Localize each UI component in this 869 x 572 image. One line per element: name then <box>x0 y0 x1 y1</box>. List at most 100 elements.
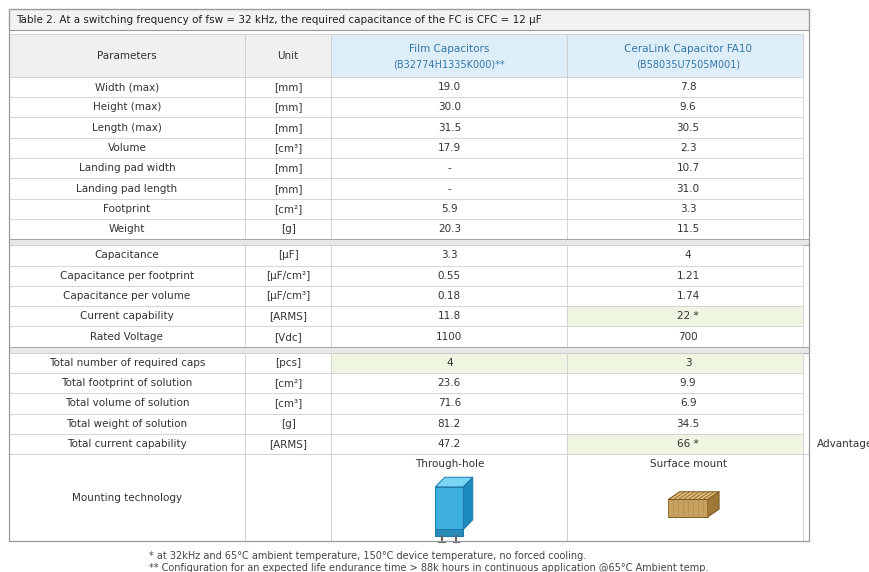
Text: Through-hole: Through-hole <box>415 459 483 469</box>
Text: 6.9: 6.9 <box>679 399 696 408</box>
Bar <box>567 393 802 414</box>
Text: Landing pad width: Landing pad width <box>78 163 175 173</box>
Text: Landing pad length: Landing pad length <box>76 184 177 193</box>
Text: 2.3: 2.3 <box>679 143 696 153</box>
Text: [μF/cm²]: [μF/cm²] <box>266 271 310 281</box>
Bar <box>567 138 802 158</box>
Text: 20.3: 20.3 <box>437 224 461 235</box>
Text: Total volume of solution: Total volume of solution <box>64 399 189 408</box>
Text: 700: 700 <box>678 332 697 341</box>
Text: (B32774H1335K000)**: (B32774H1335K000)** <box>393 59 505 69</box>
Bar <box>245 414 331 434</box>
Bar <box>331 352 567 373</box>
Bar <box>567 178 802 199</box>
Bar <box>331 306 567 327</box>
Text: 30.5: 30.5 <box>676 122 699 133</box>
Bar <box>245 286 331 306</box>
Bar <box>331 393 567 414</box>
Bar <box>567 199 802 219</box>
Text: [cm³]: [cm³] <box>274 399 302 408</box>
Text: 3.3: 3.3 <box>441 251 457 260</box>
Text: [cm²]: [cm²] <box>274 378 302 388</box>
Bar <box>245 199 331 219</box>
Bar <box>331 434 567 454</box>
Text: [pcs]: [pcs] <box>275 358 301 368</box>
Text: Parameters: Parameters <box>97 50 156 61</box>
Bar <box>567 97 802 117</box>
Text: 3.3: 3.3 <box>679 204 696 214</box>
Polygon shape <box>434 487 463 530</box>
Text: 0.18: 0.18 <box>437 291 461 301</box>
Text: -: - <box>447 184 451 193</box>
Text: [mm]: [mm] <box>274 82 302 92</box>
Text: Unit: Unit <box>277 50 298 61</box>
Bar <box>9 414 245 434</box>
Text: [mm]: [mm] <box>274 184 302 193</box>
Bar <box>567 117 802 138</box>
Bar <box>331 219 567 240</box>
Text: 3: 3 <box>684 358 691 368</box>
Bar <box>245 327 331 347</box>
Bar <box>9 97 245 117</box>
Polygon shape <box>667 499 707 517</box>
Text: 4: 4 <box>446 358 452 368</box>
Text: 10.7: 10.7 <box>676 163 699 173</box>
Bar <box>9 373 245 393</box>
Text: 31.5: 31.5 <box>437 122 461 133</box>
Text: 66 *: 66 * <box>677 439 698 449</box>
Bar <box>567 158 802 178</box>
Bar <box>9 9 808 30</box>
Bar <box>331 454 567 541</box>
Polygon shape <box>434 477 472 487</box>
Text: 30.0: 30.0 <box>437 102 461 112</box>
Bar <box>245 219 331 240</box>
Bar <box>245 34 331 77</box>
Bar <box>331 77 567 97</box>
Bar <box>9 347 808 352</box>
Bar <box>567 245 802 265</box>
Bar <box>567 434 802 454</box>
Bar <box>567 414 802 434</box>
Bar <box>245 245 331 265</box>
Text: Capacitance: Capacitance <box>95 251 159 260</box>
Text: Surface mount: Surface mount <box>649 459 726 469</box>
Text: [g]: [g] <box>281 419 295 429</box>
Bar <box>9 286 245 306</box>
Bar <box>331 245 567 265</box>
Bar <box>9 34 245 77</box>
Text: Capacitance per footprint: Capacitance per footprint <box>60 271 194 281</box>
Bar <box>245 97 331 117</box>
Text: 71.6: 71.6 <box>437 399 461 408</box>
Bar <box>567 286 802 306</box>
Polygon shape <box>667 492 719 499</box>
Bar <box>9 240 808 245</box>
Text: Film Capacitors: Film Capacitors <box>408 44 489 54</box>
Text: * at 32kHz and 65°C ambient temperature, 150°C device temperature, no forced coo: * at 32kHz and 65°C ambient temperature,… <box>149 551 586 561</box>
Text: 31.0: 31.0 <box>676 184 699 193</box>
Text: Advantage: Advantage <box>817 439 869 449</box>
Bar <box>567 327 802 347</box>
Text: Height (max): Height (max) <box>93 102 161 112</box>
Text: 11.8: 11.8 <box>437 311 461 321</box>
Polygon shape <box>463 477 472 530</box>
Text: 1.21: 1.21 <box>676 271 699 281</box>
Text: 4: 4 <box>684 251 691 260</box>
Text: 9.9: 9.9 <box>679 378 696 388</box>
Bar <box>245 158 331 178</box>
Text: [Vdc]: [Vdc] <box>274 332 302 341</box>
Text: Volume: Volume <box>108 143 146 153</box>
Bar <box>9 245 245 265</box>
Text: Rated Voltage: Rated Voltage <box>90 332 163 341</box>
Text: 81.2: 81.2 <box>437 419 461 429</box>
Text: [mm]: [mm] <box>274 122 302 133</box>
Bar <box>245 77 331 97</box>
Text: Table 2. At a switching frequency of fsw = 32 kHz, the required capacitance of t: Table 2. At a switching frequency of fsw… <box>17 15 541 25</box>
Bar <box>245 117 331 138</box>
Text: Current capability: Current capability <box>80 311 174 321</box>
Text: 7.8: 7.8 <box>679 82 696 92</box>
Bar <box>331 34 567 77</box>
Text: Total current capability: Total current capability <box>67 439 187 449</box>
Text: 1.74: 1.74 <box>676 291 699 301</box>
Bar <box>9 77 245 97</box>
Bar <box>9 306 245 327</box>
